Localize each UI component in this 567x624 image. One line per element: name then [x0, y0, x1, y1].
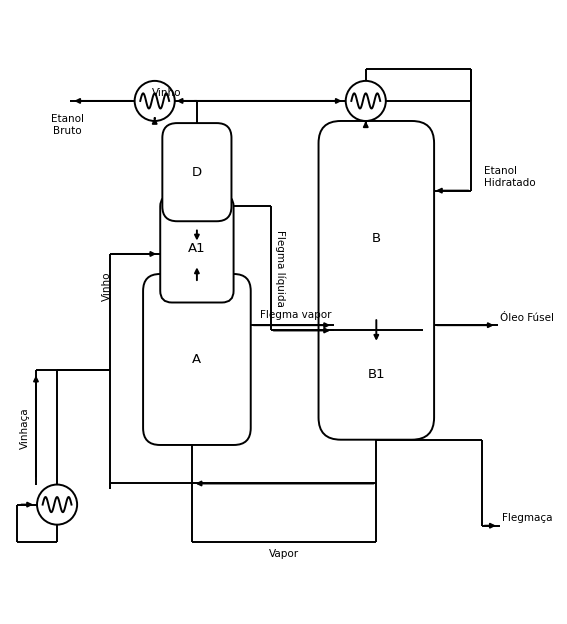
Text: A: A	[192, 353, 201, 366]
Text: Flegma vapor: Flegma vapor	[260, 310, 332, 320]
Text: Etanol
Hidratado: Etanol Hidratado	[484, 167, 536, 188]
Text: B1: B1	[367, 368, 385, 381]
Text: B: B	[372, 232, 381, 245]
FancyBboxPatch shape	[143, 274, 251, 445]
Text: Flegmaça: Flegmaça	[502, 513, 552, 523]
FancyBboxPatch shape	[319, 121, 434, 440]
FancyBboxPatch shape	[162, 123, 231, 222]
Text: A1: A1	[188, 242, 206, 255]
Text: Vinho: Vinho	[151, 88, 181, 99]
Text: D: D	[192, 165, 202, 178]
Text: Etanol
Bruto: Etanol Bruto	[51, 114, 84, 136]
FancyBboxPatch shape	[160, 195, 234, 303]
Text: Vapor: Vapor	[269, 550, 299, 560]
Text: Flegma líquida: Flegma líquida	[275, 230, 286, 307]
Text: Vinho: Vinho	[102, 272, 112, 301]
Text: Vinhaça: Vinhaça	[20, 407, 31, 449]
Text: Óleo Fúsel: Óleo Fúsel	[500, 313, 555, 323]
